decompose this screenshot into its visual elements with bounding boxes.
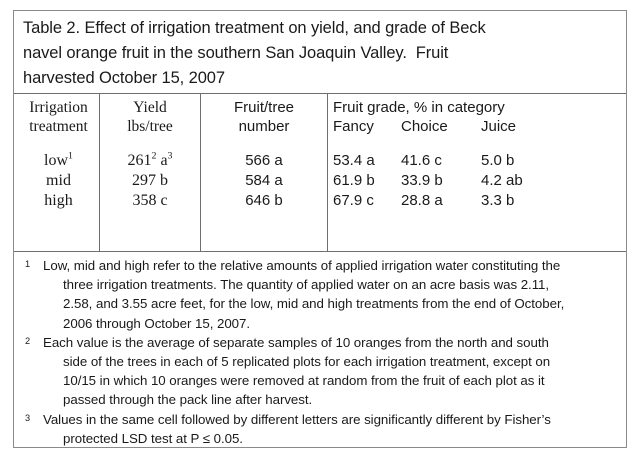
column-header-fruit-grade-group: Fruit grade, % in category <box>333 99 505 116</box>
cell-choice: 33.9 b <box>401 172 443 189</box>
table-container: Table 2. Effect of irrigation treatment … <box>13 10 627 448</box>
cell-choice: 41.6 c <box>401 152 442 169</box>
column-divider-2 <box>200 94 201 251</box>
data-column-yield: 2612 a3 297 b 358 c <box>100 151 200 211</box>
cell-treatment-footnote-marker: 1 <box>68 150 73 162</box>
cell-yield-value: 261 <box>127 152 152 169</box>
footnote-1-body: Low, mid and high refer to the relative … <box>43 256 616 333</box>
title-separator-rule <box>14 93 626 94</box>
cell-yield-letter: a <box>160 152 168 169</box>
cell-yield-letter-footnote-marker: 3 <box>167 150 173 162</box>
table-row: 358 c <box>100 191 200 211</box>
cell-yield-footnote-marker: 2 <box>151 150 157 162</box>
footnote-2-line-2: side of the trees in each of 5 replicate… <box>63 354 551 370</box>
table-row: 67.9 c 28.8 a 3.3 b <box>333 191 623 211</box>
column-divider-3 <box>327 94 328 251</box>
cell-treatment: mid <box>46 172 71 189</box>
table-row: low1 <box>18 151 99 171</box>
column-header-fruit-per-tree: Fruit/tree number <box>201 98 327 136</box>
column-header-irrigation-line-2: treatment <box>29 118 88 135</box>
footnote-3-line-1: Values in the same cell followed by diff… <box>43 411 551 427</box>
column-header-fancy: Fancy <box>333 118 374 135</box>
footnote-2-line-1: Each value is the average of separate sa… <box>43 334 549 350</box>
footnote-1-line-1: Low, mid and high refer to the relative … <box>43 258 561 273</box>
cell-fancy: 61.9 b <box>333 172 375 189</box>
column-header-choice: Choice <box>401 118 448 135</box>
table-row: 584 a <box>245 172 283 189</box>
footnote-2-marker: 2 <box>25 335 31 346</box>
data-column-treatment: low1 mid high <box>18 151 99 211</box>
column-header-yield-line-2: lbs/tree <box>127 118 173 135</box>
table-row: 646 b <box>245 192 283 209</box>
cell-treatment: low <box>44 152 69 169</box>
table-row: 297 b <box>100 171 200 191</box>
footnote-1-line-4: 2006 through October 15, 2007. <box>63 315 251 331</box>
footnote-3-body: Values in the same cell followed by diff… <box>43 410 616 448</box>
cell-fancy: 53.4 a <box>333 152 375 169</box>
footnote-1: 1 Low, mid and high refer to the relativ… <box>23 256 616 333</box>
cell-juice: 4.2 ab <box>481 172 523 189</box>
cell-juice: 3.3 b <box>481 192 515 209</box>
body-separator-rule <box>14 251 626 252</box>
table-footnotes: 1 Low, mid and high refer to the relativ… <box>14 252 626 448</box>
cell-choice: 28.8 a <box>401 192 443 209</box>
column-header-irrigation-line-1: Irrigation <box>29 99 88 116</box>
cell-treatment: high <box>44 192 73 209</box>
table-grid: Irrigation treatment Yield lbs/tree Frui… <box>14 94 626 251</box>
footnote-2-body: Each value is the average of separate sa… <box>43 333 616 410</box>
footnote-2-line-3: 10/15 in which 10 oranges were removed a… <box>63 373 545 389</box>
footnote-3: 3 Values in the same cell followed by di… <box>23 410 616 448</box>
cell-yield-value: 358 c <box>132 192 168 209</box>
column-header-grade-subheaders: Fancy Choice Juice <box>333 117 623 136</box>
table-title-line-2: navel orange fruit in the southern San J… <box>23 44 449 62</box>
footnote-3-marker: 3 <box>25 412 31 423</box>
table-row: 61.9 b 33.9 b 4.2 ab <box>333 171 623 191</box>
table-row: 2612 a3 <box>100 151 200 171</box>
footnote-2-line-4: passed through the pack line after harve… <box>63 392 313 408</box>
footnote-1-line-2: three irrigation treatments. The quantit… <box>63 277 550 293</box>
cell-juice: 5.0 b <box>481 152 515 169</box>
table-row: high <box>18 191 99 211</box>
column-header-juice: Juice <box>481 118 517 135</box>
column-header-yield: Yield lbs/tree <box>100 98 200 136</box>
footnote-1-marker: 1 <box>25 259 31 269</box>
footnote-2: 2 Each value is the average of separate … <box>23 333 616 410</box>
table-title: Table 2. Effect of irrigation treatment … <box>14 11 626 93</box>
cell-fancy: 67.9 c <box>333 192 374 209</box>
cell-yield-value: 297 b <box>132 172 168 189</box>
table-row: 53.4 a 41.6 c 5.0 b <box>333 151 623 171</box>
column-divider-1 <box>99 94 100 251</box>
table-row: 566 a <box>245 152 283 169</box>
table-title-line-3: harvested October 15, 2007 <box>23 69 225 87</box>
table-title-line-1: Table 2. Effect of irrigation treatment … <box>23 19 486 37</box>
footnote-3-line-2: protected LSD test at P ≤ 0.05. <box>63 430 243 446</box>
data-column-fruit-per-tree: 566 a 584 a 646 b <box>201 151 327 211</box>
column-header-irrigation-treatment: Irrigation treatment <box>18 98 99 136</box>
data-column-fruit-grade: 53.4 a 41.6 c 5.0 b 61.9 b 33.9 b 4.2 ab 67.… <box>333 151 623 211</box>
column-header-fruittree-line-2: number <box>238 118 290 135</box>
column-header-yield-line-1: Yield <box>133 99 167 116</box>
column-header-fruittree-line-1: Fruit/tree <box>233 99 294 116</box>
table-row: mid <box>18 171 99 191</box>
footnote-1-line-3: 2.58, and 3.55 acre feet, for the low, m… <box>63 296 565 312</box>
